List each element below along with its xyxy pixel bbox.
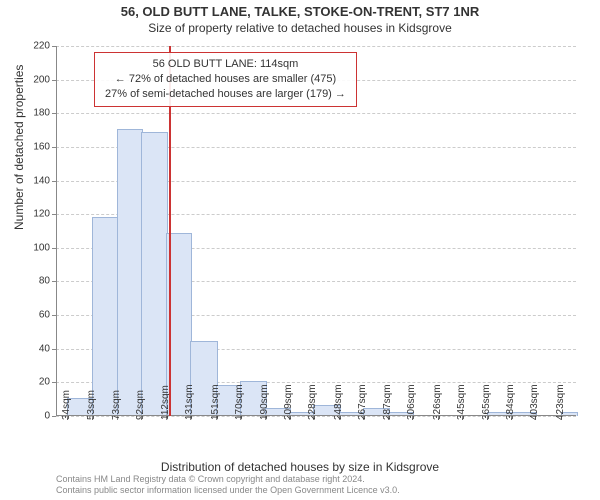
- y-tick-label: 20: [39, 377, 50, 388]
- y-tick-label: 0: [44, 411, 50, 422]
- y-tick-label: 200: [33, 74, 50, 85]
- y-axis-title: Number of detached properties: [12, 65, 26, 230]
- x-axis-line: [56, 415, 576, 416]
- y-tick-label: 220: [33, 41, 50, 52]
- y-tick-label: 100: [33, 242, 50, 253]
- annotation-line: 56 OLD BUTT LANE: 114sqm: [105, 57, 346, 72]
- annotation-line: 27% of semi-detached houses are larger (…: [105, 87, 346, 102]
- attribution: Contains HM Land Registry data © Crown c…: [56, 474, 400, 496]
- attribution-line: Contains HM Land Registry data © Crown c…: [56, 474, 400, 485]
- chart-subtitle: Size of property relative to detached ho…: [0, 21, 600, 35]
- annotation-line: ← 72% of detached houses are smaller (47…: [105, 72, 346, 87]
- histogram-plot: 02040608010012014016018020022034sqm53sqm…: [56, 46, 576, 416]
- y-tick-label: 160: [33, 141, 50, 152]
- histogram-bar: [141, 132, 168, 416]
- histogram-bar: [117, 129, 143, 416]
- annotation-box: 56 OLD BUTT LANE: 114sqm← 72% of detache…: [94, 52, 357, 107]
- grid-line: [56, 46, 576, 48]
- attribution-line: Contains public sector information licen…: [56, 485, 400, 496]
- y-tick-label: 80: [39, 276, 50, 287]
- histogram-bar: [92, 217, 119, 416]
- x-axis-title: Distribution of detached houses by size …: [0, 460, 600, 474]
- y-tick-label: 180: [33, 108, 50, 119]
- y-tick-mark: [52, 416, 56, 417]
- y-tick-label: 140: [33, 175, 50, 186]
- y-tick-label: 120: [33, 209, 50, 220]
- chart-title: 56, OLD BUTT LANE, TALKE, STOKE-ON-TRENT…: [0, 4, 600, 19]
- grid-line: [56, 113, 576, 115]
- y-tick-label: 40: [39, 343, 50, 354]
- y-tick-label: 60: [39, 310, 50, 321]
- y-axis-line: [56, 46, 57, 416]
